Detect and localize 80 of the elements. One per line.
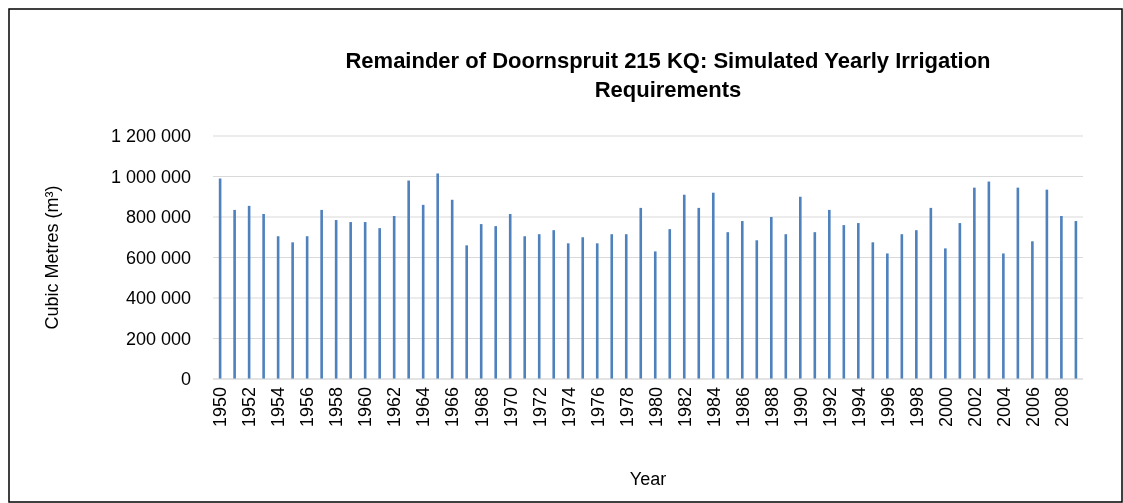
x-tick-label: 1988	[761, 387, 782, 428]
y-tick-label: 400 000	[125, 288, 191, 309]
bar	[610, 234, 614, 379]
bar	[639, 207, 643, 379]
bar	[740, 221, 744, 379]
x-tick-label: 2004	[993, 387, 1014, 428]
x-tick-label: 1984	[703, 387, 724, 428]
bar	[595, 243, 599, 379]
y-tick-label: 800 000	[125, 207, 191, 228]
x-tick-label: 1998	[906, 387, 927, 428]
bar	[291, 242, 294, 379]
bar	[857, 223, 860, 379]
bar	[1002, 253, 1005, 379]
x-tick-label: 1974	[558, 387, 579, 428]
x-tick-label: 1970	[500, 387, 521, 428]
bar	[886, 253, 889, 379]
bar	[494, 226, 497, 379]
x-tick-label: 1972	[529, 387, 550, 428]
x-tick-label: 1950	[210, 387, 231, 428]
x-tick-label: 1954	[268, 387, 289, 428]
bar	[711, 192, 715, 379]
bar	[436, 173, 439, 379]
bar	[682, 194, 686, 379]
x-tick-label: 1994	[848, 387, 869, 428]
bar	[755, 240, 759, 379]
x-tick-label: 1960	[355, 387, 376, 428]
x-tick-label: 1956	[297, 387, 318, 428]
y-tick-label: 600 000	[125, 247, 191, 268]
y-tick-label: 200 000	[125, 328, 191, 349]
y-tick-label: 1 200 000	[110, 126, 191, 147]
bar	[915, 230, 918, 379]
x-tick-label: 1952	[239, 387, 260, 428]
y-tick-label: 0	[180, 369, 191, 390]
bar	[1031, 241, 1034, 379]
x-tick-label: 1986	[732, 387, 753, 428]
y-tick-label: 1 000 000	[110, 166, 191, 187]
x-tick-label: 1990	[790, 387, 811, 428]
x-tick-label: 2000	[935, 387, 956, 428]
x-tick-label: 2002	[964, 387, 985, 428]
x-tick-label: 1978	[616, 387, 637, 428]
x-tick-label: 1992	[819, 387, 840, 428]
bar	[537, 234, 541, 379]
x-tick-label: 2006	[1022, 387, 1043, 428]
bar	[944, 248, 947, 379]
x-tick-label: 1980	[645, 387, 666, 428]
y-axis-title: Cubic Metres (m³)	[42, 185, 62, 330]
bar	[320, 209, 323, 379]
x-tick-label: 2008	[1051, 387, 1072, 428]
bar	[262, 213, 265, 379]
chart-title: Remainder of Doornspruit 215 KQ: Simulated Yearly Irrigation Requirements	[345, 48, 991, 102]
bar	[624, 234, 628, 379]
bar	[726, 232, 730, 379]
x-tick-label: 1982	[674, 387, 695, 428]
bar	[378, 228, 381, 379]
bar	[523, 236, 527, 379]
x-tick-label: 1966	[442, 387, 463, 428]
x-tick-label: 1962	[384, 387, 405, 428]
x-tick-label: 1976	[587, 387, 608, 428]
x-tick-label: 1968	[471, 387, 492, 428]
bar	[799, 196, 802, 379]
bar	[1060, 215, 1063, 379]
bar	[552, 230, 556, 379]
bar	[581, 237, 585, 379]
bar	[653, 251, 657, 379]
x-tick-label: 1996	[877, 387, 898, 428]
x-axis-title: Year	[629, 469, 667, 489]
bar	[973, 187, 976, 379]
bar	[465, 245, 468, 379]
bar	[784, 234, 788, 379]
x-tick-label: 1964	[413, 387, 434, 428]
bar	[828, 209, 831, 379]
bar	[407, 180, 410, 379]
bar	[349, 222, 352, 379]
bar	[697, 207, 701, 379]
x-tick-label: 1958	[326, 387, 347, 428]
bar	[508, 213, 512, 379]
bar	[769, 217, 773, 379]
bar	[566, 243, 570, 379]
bar	[668, 229, 672, 379]
bar	[233, 209, 236, 379]
